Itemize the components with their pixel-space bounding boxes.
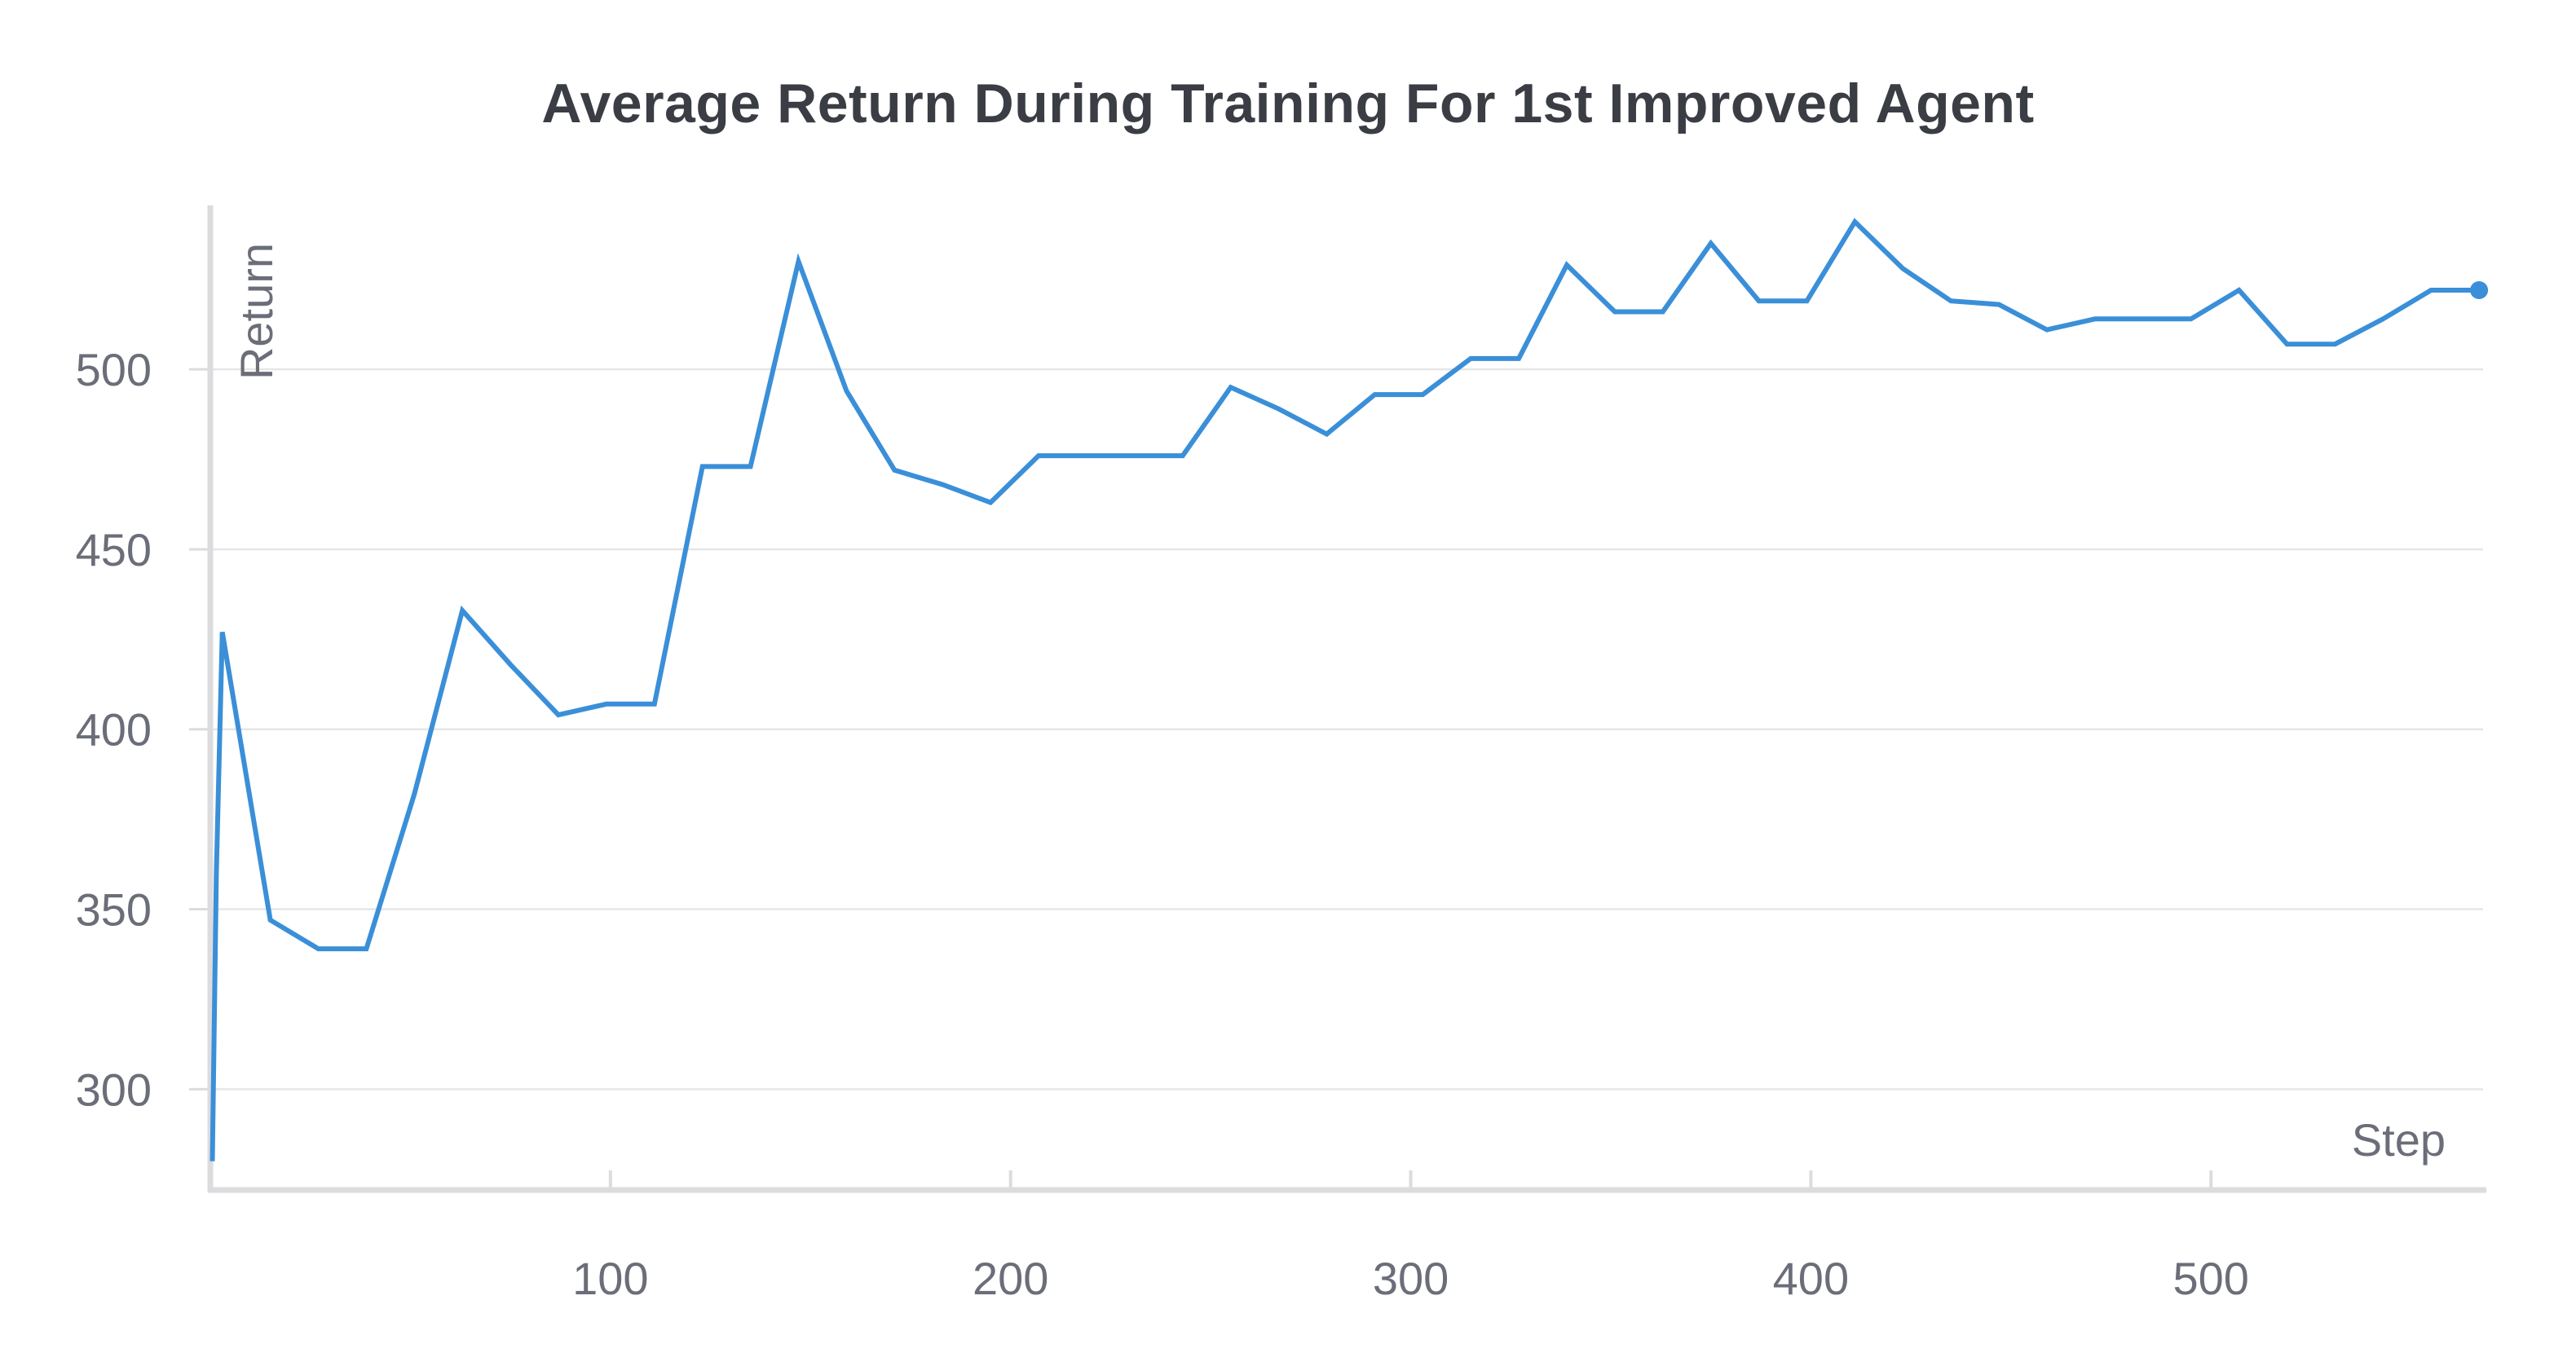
- x-tick-label: 100: [572, 1253, 648, 1304]
- x-tick-label: 300: [1373, 1253, 1449, 1304]
- y-tick-label: 350: [76, 884, 152, 936]
- axes: [189, 205, 2486, 1193]
- y-tick-label: 300: [76, 1064, 152, 1115]
- series-line-0: [210, 218, 2480, 1161]
- y-tick-label: 400: [76, 704, 152, 756]
- x-tick-label: 400: [1773, 1253, 1849, 1304]
- y-axis-label: Return: [231, 243, 282, 380]
- series-layer: [210, 218, 2489, 1161]
- grid-lines: [210, 368, 2483, 1091]
- x-axis-label: Step: [2352, 1114, 2446, 1166]
- last-data-point: [2470, 280, 2489, 299]
- x-tick-label: 200: [973, 1253, 1048, 1304]
- chart-title: Average Return During Training For 1st I…: [541, 73, 2035, 134]
- y-tick-label: 450: [76, 524, 152, 575]
- tick-labels: 300 350 400 450 500 100 200 300 400 500: [76, 344, 2249, 1304]
- x-tick-label: 500: [2173, 1253, 2249, 1304]
- y-tick-label: 500: [76, 344, 152, 395]
